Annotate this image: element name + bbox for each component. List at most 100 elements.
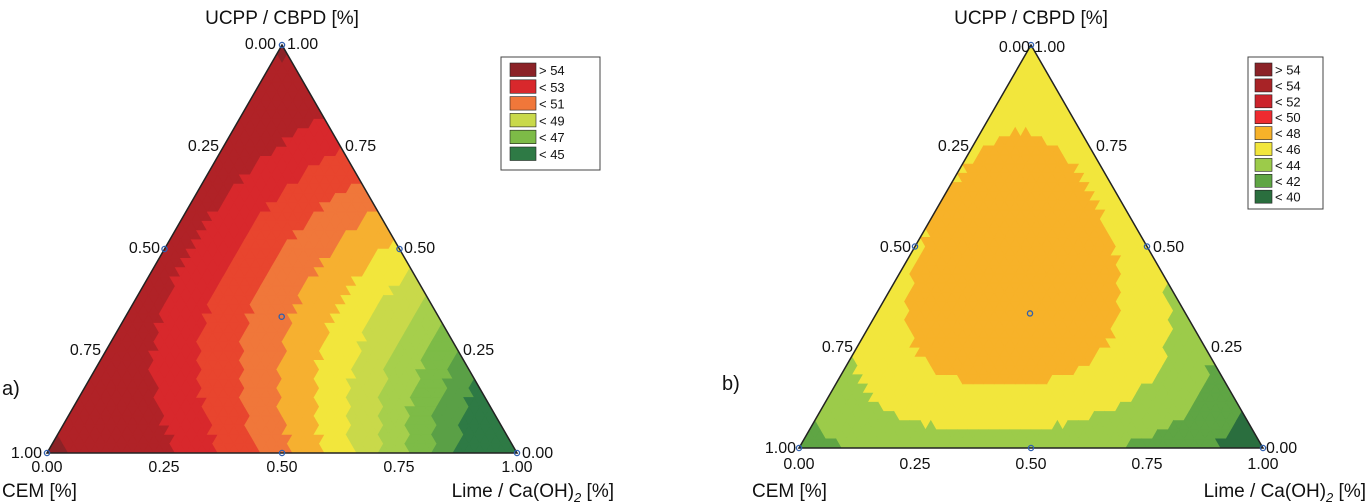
contour-field-b (798, 44, 1264, 449)
tick-bottom-050: 0.50 (1015, 456, 1046, 473)
legend-label-3: < 51 (539, 97, 565, 112)
contour-band-11 (430, 350, 475, 454)
legend-a: > 54 < 53 < 51< 49 < 47 < 45 (500, 56, 601, 171)
legend-swatch-1 (1254, 62, 1273, 77)
legend-label-5: < 48 (1275, 126, 1301, 141)
tick-bottom-075: 0.75 (1131, 456, 1162, 473)
design-point-3 (513, 449, 521, 457)
legend-label-1: > 54 (539, 63, 565, 78)
right-axis-title: Lime / Ca(OH)2 [%] (452, 481, 614, 502)
tick-left-075: 0.75 (70, 342, 101, 359)
design-point-6 (278, 449, 286, 457)
legend-label-2: < 54 (1275, 78, 1301, 93)
tick-top-right: 1.00 (1034, 39, 1065, 56)
left-axis-title: CEM [%] (752, 481, 827, 502)
design-point-3 (1259, 444, 1267, 452)
tick-bottom-000: 0.00 (783, 456, 814, 473)
contour-field-a (46, 44, 518, 454)
contour-band-9 (377, 294, 443, 454)
tick-left-corner: 1.00 (11, 445, 42, 462)
tick-bottom-025: 0.25 (899, 456, 930, 473)
tick-right-075: 0.75 (345, 138, 376, 155)
tick-bottom-100: 1.00 (1247, 456, 1278, 473)
contour-band-5 (903, 126, 1122, 385)
tick-top-left: 0.00 (245, 36, 276, 53)
tick-left-025: 0.25 (938, 138, 969, 155)
legend-swatch-6 (509, 146, 537, 161)
tick-left-075: 0.75 (822, 339, 853, 356)
tick-bottom-000: 0.00 (31, 459, 62, 476)
contour-band-8 (345, 266, 427, 454)
design-point-5 (1143, 243, 1151, 250)
design-point-2 (795, 444, 803, 452)
tick-right-075: 0.75 (1096, 138, 1127, 155)
legend-swatch-8 (1254, 174, 1273, 188)
legend-swatch-6 (1254, 142, 1273, 156)
tick-right-corner: 0.00 (1266, 440, 1297, 457)
tick-left-050: 0.50 (880, 239, 911, 256)
tick-left-corner: 1.00 (765, 440, 796, 457)
contour-band-2 (814, 282, 1217, 449)
tick-right-050: 0.50 (1153, 239, 1184, 256)
design-point-1 (1027, 41, 1035, 49)
tick-bottom-100: 1.00 (501, 459, 532, 476)
panel-a: UCPP / CBPD [%] 0.00 1.00 0.25 0.50 0.75… (2, 8, 614, 502)
tick-top-right: 1.00 (287, 36, 318, 53)
contour-band-6 (276, 211, 395, 454)
tick-right-050: 0.50 (404, 240, 435, 257)
design-point-7 (1026, 310, 1034, 317)
top-axis-title: UCPP / CBPD [%] (205, 8, 359, 29)
legend-swatch-7 (1254, 158, 1273, 172)
legend-label-4: < 50 (1275, 110, 1301, 125)
tick-bottom-050: 0.50 (266, 459, 297, 476)
design-points-b (795, 41, 1267, 452)
panel-b: UCPP / CBPD [%] 0.00 1.00 0.25 0.50 0.75… (722, 8, 1366, 502)
legend-swatch-4 (509, 113, 537, 128)
legend-label-3: < 52 (1275, 94, 1301, 109)
tick-bottom-075: 0.75 (383, 459, 414, 476)
panel-label-b: b) (722, 373, 740, 395)
legend-label-9: < 40 (1275, 190, 1301, 205)
legend-label-7: < 44 (1275, 158, 1301, 173)
legend-swatch-2 (1254, 78, 1273, 93)
left-axis-title: CEM [%] (2, 481, 77, 502)
legend-swatch-5 (509, 129, 537, 144)
top-axis-title: UCPP / CBPD [%] (954, 8, 1108, 29)
tick-top-left: 0.00 (999, 39, 1030, 56)
legend-swatch-1 (509, 62, 537, 77)
tick-right-corner: 0.00 (522, 445, 553, 462)
tick-left-025: 0.25 (188, 138, 219, 155)
legend-label-8: < 42 (1275, 174, 1301, 189)
design-point-2 (43, 449, 51, 457)
triangle-outline-a (45, 43, 519, 454)
legend-label-6: < 45 (539, 147, 565, 162)
contour-band-12 (452, 378, 518, 454)
legend-swatch-5 (1254, 126, 1273, 140)
design-point-7 (278, 313, 285, 320)
tick-right-025: 0.25 (1211, 339, 1242, 356)
legend-label-2: < 53 (539, 80, 565, 95)
contour-band-1 (851, 44, 1174, 431)
legend-swatch-3 (509, 96, 537, 111)
legend-swatch-4 (1254, 110, 1273, 124)
tick-bottom-025: 0.25 (148, 459, 179, 476)
legend-label-6: < 46 (1275, 142, 1301, 157)
design-point-4 (161, 245, 168, 253)
legend-label-5: < 47 (539, 130, 565, 145)
tick-left-050: 0.50 (129, 240, 160, 257)
design-point-5 (396, 245, 403, 253)
legend-swatch-2 (509, 79, 537, 94)
contour-band-10 (404, 322, 459, 454)
legend-swatch-9 (1254, 189, 1273, 204)
design-point-4 (911, 243, 919, 250)
legend-label-4: < 49 (539, 113, 565, 128)
design-point-6 (1027, 444, 1035, 452)
legend-b: > 54< 54< 52< 50< 48< 46< 44< 42< 40 (1247, 56, 1324, 210)
legend-label-1: > 54 (1275, 63, 1301, 78)
right-axis-title: Lime / Ca(OH)2 [%] (1204, 481, 1366, 502)
legend-swatch-3 (1254, 94, 1273, 109)
design-points-a (43, 41, 521, 457)
tick-right-025: 0.25 (463, 342, 494, 359)
design-point-1 (278, 41, 286, 49)
